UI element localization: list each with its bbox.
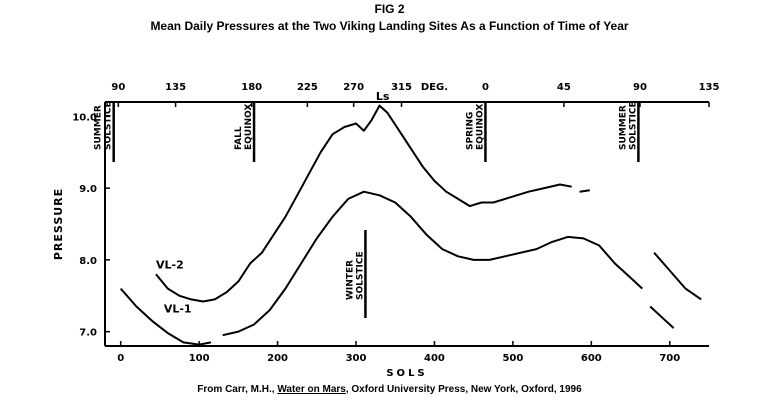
- event-label-line2: SOLSTICE: [104, 101, 114, 150]
- x-tick-label: 500: [502, 353, 523, 364]
- top-axis-label: Ls: [376, 90, 390, 103]
- x-tick-label: 300: [346, 353, 367, 364]
- y-tick-label: 8.0: [79, 256, 97, 267]
- top-tick-label: 180: [241, 82, 262, 93]
- top-tick-label: 45: [557, 82, 571, 93]
- series-line-vl-1: [649, 305, 675, 329]
- x-axis-label: SOLS: [386, 368, 427, 379]
- caption-book-title: Water on Mars: [277, 384, 346, 395]
- caption-suffix: , Oxford University Press, New York, Oxf…: [345, 384, 582, 395]
- top-tick-label: 315: [391, 82, 412, 93]
- series-line-vl-1: [119, 287, 212, 346]
- x-tick-label: 400: [424, 353, 445, 364]
- top-tick-label: 135: [165, 82, 186, 93]
- x-tick-label: 0: [117, 353, 124, 364]
- chart-title: Mean Daily Pressures at the Two Viking L…: [150, 19, 629, 33]
- y-tick-label: 10.0: [72, 112, 97, 123]
- top-tick-label: 0: [482, 82, 489, 93]
- event-label-line1: SUMMER: [94, 105, 104, 150]
- x-tick-label: 100: [189, 353, 210, 364]
- caption-prefix: From Carr, M.H.,: [197, 384, 278, 395]
- series-label: VL-1: [164, 302, 192, 315]
- x-tick-label: 700: [659, 353, 680, 364]
- top-tick-label: 135: [699, 82, 720, 93]
- top-tick-label: 225: [297, 82, 318, 93]
- x-tick-label: 600: [581, 353, 602, 364]
- y-tick-label: 9.0: [79, 184, 97, 195]
- event-label-line2: SOLSTICE: [355, 251, 365, 300]
- event-label-line2: EQUINOX: [475, 104, 485, 150]
- series-label: VL-2: [156, 258, 184, 271]
- y-axis-label: PRESSURE: [52, 188, 65, 260]
- event-label-line1: FALL: [234, 126, 244, 150]
- y-tick-label: 7.0: [79, 328, 97, 339]
- top-tick-label: 90: [633, 82, 647, 93]
- event-label-line1: WINTER: [345, 260, 355, 300]
- top-tick-label: 90: [111, 82, 125, 93]
- source-caption: From Carr, M.H., Water on Mars, Oxford U…: [0, 384, 779, 395]
- event-label-line2: EQUINOX: [244, 104, 254, 150]
- series-line-vl-1: [222, 190, 643, 337]
- figure-label: FIG 2: [374, 2, 405, 16]
- top-tick-label: 270: [343, 82, 364, 93]
- series-line-vl-1: [653, 252, 702, 301]
- series-line-vl-2: [579, 189, 590, 193]
- event-label-line1: SUMMER: [618, 105, 628, 150]
- top-axis-unit: DEG.: [421, 82, 448, 93]
- x-tick-label: 200: [267, 353, 288, 364]
- event-label-line2: SOLSTICE: [628, 101, 638, 150]
- series-line-vl-2: [155, 104, 572, 303]
- event-label-line1: SPRING: [465, 112, 475, 150]
